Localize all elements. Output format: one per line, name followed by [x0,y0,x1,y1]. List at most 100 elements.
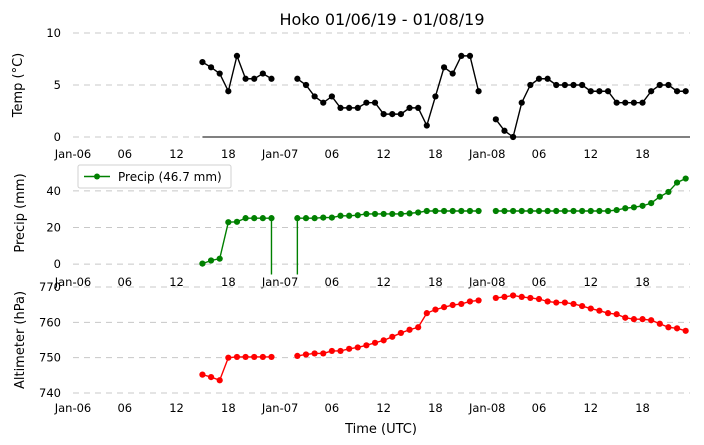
data-point [363,342,370,349]
data-point [432,306,439,313]
data-point [320,99,327,106]
temperature-panel: 0 5 10 Jan-06 06 12 18 Jan-07 06 12 18 Jan-08 06 12 18… [11,26,690,161]
y-tick-label: 750 [39,351,61,365]
data-point [380,337,387,344]
data-point [415,104,422,111]
data-point [242,353,249,361]
data-point [320,350,327,357]
x-tick-label: 06 [117,275,132,289]
data-point [371,210,379,218]
data-point [294,215,301,222]
data-point [527,294,534,302]
x-tick-label: Jan-08 [468,401,506,415]
data-point [415,209,422,216]
data-point [363,99,370,106]
data-point [544,298,551,305]
data-point [544,75,551,82]
data-point [302,81,310,89]
data-point [604,310,612,317]
data-point [440,304,448,311]
data-point [337,104,344,111]
data-point [199,371,206,378]
data-point [682,175,689,182]
x-tick-label: 12 [583,147,598,161]
data-point [622,314,629,321]
data-point [648,317,655,324]
data-point [311,350,318,357]
x-tick-label: 18 [428,401,443,415]
x-tick-label: 06 [532,275,547,289]
data-point [302,215,310,222]
x-tick-label: 18 [221,275,236,289]
data-point [233,218,241,225]
data-point [613,206,620,214]
precip-axis-label: Precip (mm) [13,173,28,252]
data-point [535,295,543,303]
data-point [294,352,301,359]
data-point [432,207,439,215]
x-tick-label: 12 [583,275,598,289]
x-tick-label: 12 [169,401,184,415]
x-tick-label: Jan-07 [261,147,299,161]
data-point [673,88,681,95]
x-tick-label: 18 [635,275,650,289]
data-point [449,207,456,215]
data-point [492,207,499,215]
data-point [371,99,379,106]
legend-frame [77,164,232,189]
data-point [475,88,482,95]
data-point [251,353,258,361]
data-point [354,212,361,219]
temperature-series [199,52,689,141]
x-tick-label: Jan-07 [261,401,299,415]
data-point [242,215,249,222]
data-point [570,207,577,215]
data-point [389,333,396,340]
data-point [259,353,266,361]
data-point [535,207,543,215]
data-point [553,207,560,215]
x-tick-label: 12 [169,147,184,161]
data-point [501,207,508,215]
data-point [268,215,275,222]
y-tick-label: 0 [54,130,61,144]
data-point [656,81,663,89]
data-point [665,81,672,89]
data-point [673,179,681,186]
data-point [371,339,379,346]
data-point [648,200,655,207]
data-point [639,316,646,323]
precip-gridlines [73,190,690,265]
data-point [268,75,275,82]
data-point [320,214,327,221]
x-tick-label: Jan-06 [54,147,92,161]
temperature-axis-label: Temp (°C) [11,53,26,119]
data-point [613,99,620,106]
data-point [346,345,353,352]
data-point [518,293,525,300]
data-point [682,327,689,334]
data-point [458,207,465,215]
chart-title: Hoko 01/06/19 - 01/08/19 [279,10,484,29]
data-point [587,88,594,95]
x-tick-label: 06 [325,147,340,161]
data-point [415,324,422,331]
data-point [207,374,215,381]
data-point [389,111,396,118]
data-point [259,215,266,222]
data-point [570,81,577,89]
data-point [553,299,560,306]
data-point [466,298,474,305]
data-point [518,207,525,215]
data-point [311,215,318,222]
data-point [518,99,525,106]
data-point [346,212,353,219]
data-point [397,111,405,118]
x-tick-label: Jan-07 [261,275,299,289]
y-tick-label: 40 [46,184,61,198]
x-tick-label: 06 [325,275,340,289]
data-point [199,260,206,267]
data-point [328,214,335,221]
data-point [596,307,603,314]
data-point [406,104,413,111]
